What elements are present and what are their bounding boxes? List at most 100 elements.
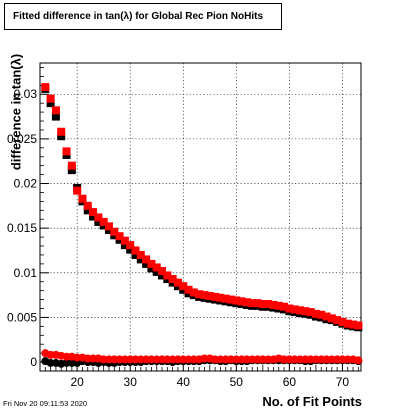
- data-point: [94, 213, 103, 222]
- data-point: [285, 304, 294, 313]
- data-point: [62, 147, 71, 156]
- data-point: [179, 282, 188, 291]
- data-point: [327, 314, 336, 323]
- data-point: [163, 271, 172, 280]
- data-point: [67, 166, 76, 175]
- data-point: [115, 232, 124, 241]
- data-point: [110, 227, 119, 236]
- data-point: [57, 132, 66, 141]
- data-point: [354, 356, 363, 365]
- data-point: [195, 290, 204, 299]
- data-point: [126, 245, 135, 254]
- y-tick-label: 0.03: [14, 87, 38, 101]
- y-tick-label: 0.015: [7, 221, 37, 235]
- data-point: [83, 201, 92, 210]
- data-point: [83, 206, 92, 215]
- data-point: [136, 250, 145, 259]
- tick-labels: 20 30 40 50 60 70 0 0.005 0.01 0.015 0.02 0.025 0.03: [7, 87, 349, 389]
- data-point: [301, 307, 310, 316]
- data-point: [168, 275, 177, 284]
- data-point: [104, 222, 113, 231]
- grid: [40, 63, 361, 371]
- data-point: [57, 127, 66, 136]
- series-1: [41, 83, 363, 330]
- data-point: [211, 292, 220, 301]
- y-tick-label: 0.025: [7, 132, 37, 146]
- data-point: [333, 316, 342, 325]
- data-point: [147, 264, 156, 273]
- data-point: [136, 255, 145, 264]
- data-point: [73, 186, 82, 195]
- data-point: [274, 301, 283, 310]
- data-point: [248, 299, 257, 308]
- data-point: [322, 312, 331, 321]
- data-point: [253, 299, 262, 308]
- y-tick-label: 0.005: [7, 310, 37, 324]
- data-point: [295, 306, 304, 315]
- data-point: [147, 259, 156, 268]
- y-axis-title: difference in tan(λ): [8, 53, 24, 171]
- footer-timestamp: Fri Nov 20 09:11:53 2020: [3, 399, 88, 408]
- chart-title: Fitted difference in tan(λ) for Global R…: [4, 3, 282, 30]
- data-point: [258, 300, 267, 309]
- data-point: [227, 295, 236, 304]
- data-point: [78, 194, 87, 203]
- data-point: [120, 236, 129, 245]
- data-point: [269, 300, 278, 309]
- data-point: [41, 83, 50, 92]
- data-point: [46, 99, 55, 108]
- data-point: [142, 259, 151, 268]
- data-point: [280, 302, 289, 311]
- data-point: [354, 321, 363, 330]
- data-point: [338, 317, 347, 326]
- data-point: [142, 255, 151, 264]
- data-point: [51, 106, 60, 115]
- data-point: [189, 288, 198, 297]
- data-point: [242, 298, 251, 307]
- plot-frame: [39, 62, 362, 372]
- data-point: [99, 217, 108, 226]
- data-point: [158, 271, 167, 280]
- data-point: [317, 310, 326, 319]
- x-tick-label: 60: [283, 375, 297, 389]
- y-tick-label: 0: [30, 355, 37, 369]
- x-tick-label: 20: [70, 375, 84, 389]
- data-point: [290, 305, 299, 314]
- data-point: [306, 308, 315, 317]
- data-point: [205, 292, 214, 301]
- data-point: [120, 241, 129, 250]
- data-point: [158, 267, 167, 276]
- data-point: [131, 246, 140, 255]
- x-tick-label: 50: [230, 375, 244, 389]
- data-point: [51, 112, 60, 121]
- data-point: [67, 161, 76, 170]
- x-tick-label: 30: [124, 375, 138, 389]
- data-point: [94, 217, 103, 226]
- x-tick-label: 70: [336, 375, 350, 389]
- x-axis-title: No. of Fit Points: [262, 394, 362, 409]
- series-3: [41, 349, 363, 365]
- data-point: [349, 320, 358, 329]
- data-point: [126, 241, 135, 250]
- data-point: [343, 319, 352, 328]
- data-point: [184, 285, 193, 294]
- axis-ticks: [39, 67, 359, 371]
- data-point: [200, 291, 209, 300]
- data-point: [152, 263, 161, 272]
- data-point: [46, 94, 55, 103]
- y-tick-label: 0.01: [14, 266, 38, 280]
- data-point: [311, 309, 320, 318]
- data-point: [221, 294, 230, 303]
- data-point: [152, 267, 161, 276]
- data-point: [89, 208, 98, 217]
- data-points: [41, 83, 363, 368]
- data-point: [216, 293, 225, 302]
- x-tick-label: 40: [177, 375, 191, 389]
- y-tick-label: 0.02: [14, 177, 38, 191]
- data-point: [237, 297, 246, 306]
- data-point: [173, 278, 182, 287]
- data-point: [264, 300, 273, 309]
- data-point: [89, 212, 98, 221]
- data-point: [131, 250, 140, 259]
